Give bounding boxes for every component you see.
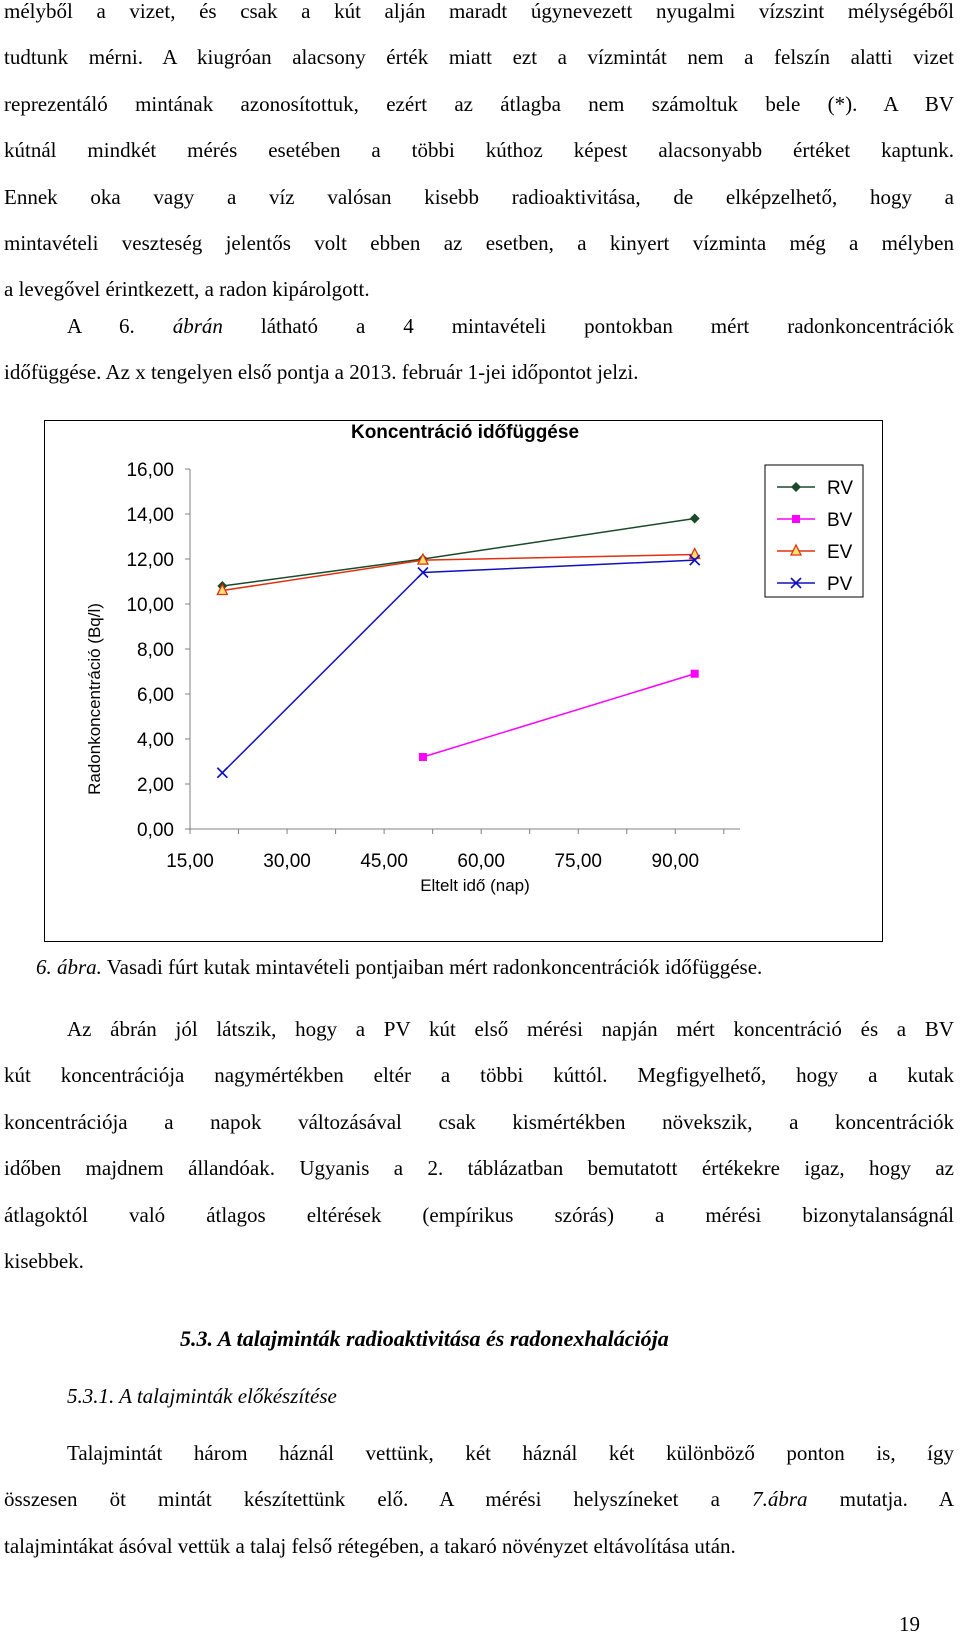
- x-tick-label: 15,00: [166, 851, 214, 872]
- text-line: összesen öt mintát készítettünk elő. A m…: [4, 1487, 954, 1512]
- legend-marker-ev: [789, 543, 803, 556]
- series-line-rv: [222, 517, 695, 587]
- text-line: kútnál mindkét mérés esetében a többi kú…: [4, 138, 954, 163]
- figure-reference-paragraph: A 6. ábrán látható a 4 mintavételi ponto…: [4, 303, 954, 396]
- x-tick-label: 30,00: [263, 851, 311, 872]
- x-tick-label: 45,00: [360, 851, 408, 872]
- soil-sampling-paragraph: Talajmintát három háznál vettünk, két há…: [4, 1430, 954, 1569]
- x-tick-label: 75,00: [554, 851, 602, 872]
- text-line: időben majdnem állandóak. Ugyanis a 2. t…: [4, 1156, 954, 1181]
- legend-label-rv: RV: [827, 478, 853, 499]
- y-axis-label: Radonkoncentráció (Bq/l): [85, 603, 104, 795]
- y-tick-label: 12,00: [126, 550, 174, 571]
- figure-ref: 7.ábra: [752, 1487, 808, 1512]
- text-line: mélyből a vizet, és csak a kút alján mar…: [4, 0, 954, 23]
- chart-title: Koncentráció időfüggése: [351, 422, 579, 443]
- legend-label-bv: BV: [827, 510, 853, 531]
- subsection-heading: 5.3.1. A talajminták előkészítése: [67, 1384, 337, 1408]
- caption-text: Vasadi fúrt kutak mintavételi pontjaiban…: [101, 955, 763, 979]
- series-line-pv: [221, 559, 695, 774]
- data-point-ev: [416, 552, 429, 565]
- y-tick-label: 2,00: [137, 775, 174, 796]
- legend-label-ev: EV: [827, 542, 853, 563]
- section-heading: 5.3. A talajminták radioaktivitása és ra…: [180, 1326, 669, 1351]
- series-line-bv: [422, 673, 695, 758]
- y-tick-label: 8,00: [137, 640, 174, 661]
- data-point-pv: [417, 566, 429, 579]
- x-axis-label: Eltelt idő (nap): [420, 876, 530, 895]
- analysis-paragraph: Az ábrán jól látszik, hogy a PV kút első…: [4, 1006, 954, 1284]
- y-tick-label: 0,00: [137, 820, 174, 841]
- text-line: a levegővel érintkezett, a radon kipárol…: [4, 277, 370, 302]
- figure-ref: ábrán: [172, 314, 223, 338]
- data-point-rv: [689, 513, 700, 524]
- data-point-bv: [690, 669, 699, 678]
- series-line-ev: [222, 553, 695, 592]
- x-tick-label: 90,00: [652, 851, 700, 872]
- data-point-pv: [216, 767, 228, 779]
- text-line: Ennek oka vagy a víz valósan kisebb radi…: [4, 184, 954, 209]
- legend-marker-rv: [791, 482, 801, 492]
- text-line: mintavételi veszteség jelentős volt ebbe…: [4, 231, 954, 256]
- text-line: Az ábrán jól látszik, hogy a PV kút első…: [67, 1017, 954, 1041]
- legend-label-pv: PV: [827, 574, 853, 595]
- text-line: átlagoktól való átlagos eltérések (empír…: [4, 1202, 954, 1227]
- caption-label: 6. ábra.: [36, 955, 102, 979]
- text-line: kisebbek.: [4, 1249, 84, 1274]
- text-line: Talajmintát három háznál vettünk, két há…: [67, 1441, 954, 1465]
- y-tick-label: 14,00: [126, 505, 174, 526]
- text-line: talajmintákat ásóval vettük a talaj fels…: [4, 1533, 736, 1558]
- text-line: időfüggése. Az x tengelyen első pontja a…: [4, 360, 639, 385]
- text-line: tudtunk mérni. A kiugróan alacsony érték…: [4, 45, 954, 70]
- data-point-pv: [689, 554, 701, 566]
- text-line: A 6. ábrán látható a 4 mintavételi ponto…: [67, 314, 954, 338]
- text-line: reprezentáló mintának azonosítottuk, ezé…: [4, 91, 954, 116]
- x-tick-label: 60,00: [457, 851, 505, 872]
- figure-caption: 6. ábra. Vasadi fúrt kutak mintavételi p…: [36, 955, 762, 980]
- y-tick-label: 4,00: [137, 730, 174, 751]
- chart-frame: Koncentráció időfüggése 0,00 2,00 4,00 6,00 8…: [44, 420, 883, 942]
- line-chart: Koncentráció időfüggése 0,00 2,00 4,00 6,00 8…: [85, 422, 864, 895]
- intro-paragraph: mélyből a vizet, és csak a kút alján mar…: [4, 0, 954, 313]
- y-tick-label: 16,00: [126, 460, 174, 481]
- page-number: 19: [899, 1612, 920, 1636]
- y-tick-label: 6,00: [137, 685, 174, 706]
- data-point-ev: [688, 547, 701, 560]
- y-tick-label: 10,00: [126, 595, 174, 616]
- legend-marker-bv: [792, 515, 800, 523]
- data-point-bv: [418, 753, 427, 761]
- text-line: kút koncentrációja nagymértékben eltér a…: [4, 1063, 954, 1088]
- legend-marker-pv: [790, 577, 802, 589]
- text-line: koncentrációja a napok változásával csak…: [4, 1109, 954, 1134]
- data-point-ev: [216, 583, 229, 596]
